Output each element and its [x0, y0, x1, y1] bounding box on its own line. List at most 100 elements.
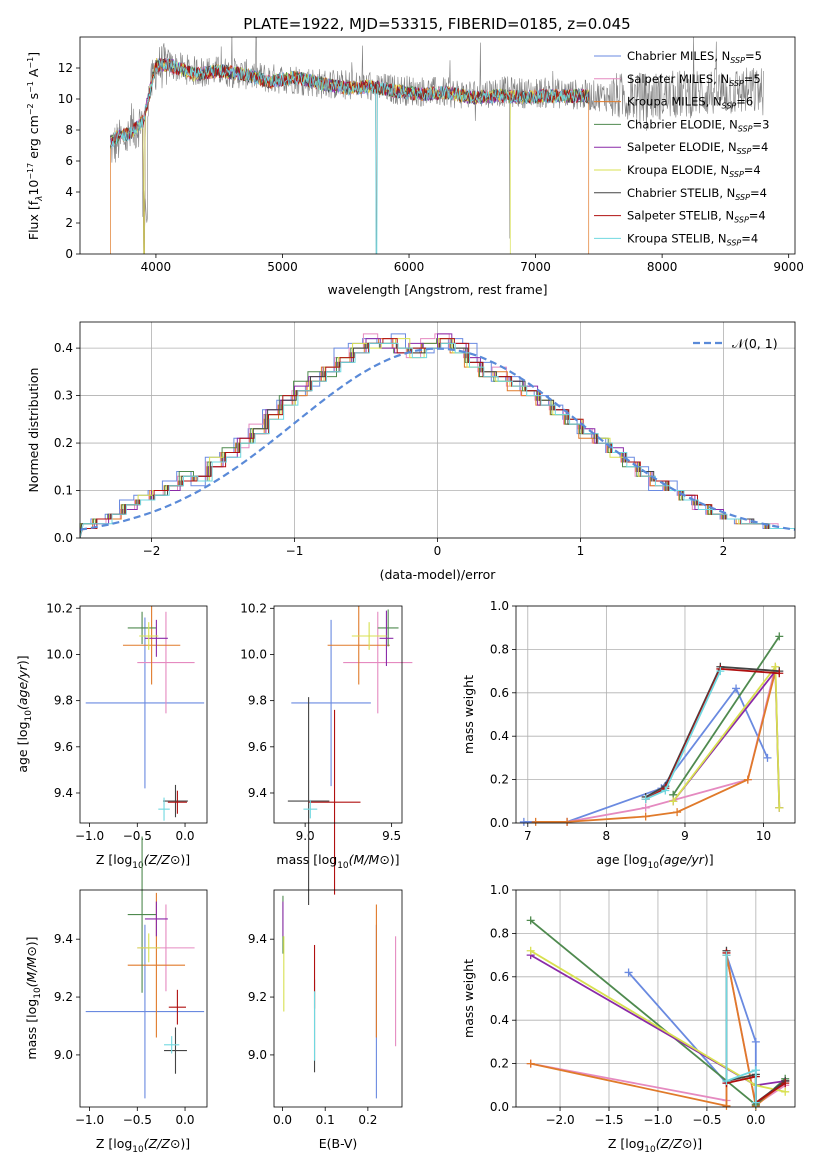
x-tick-label: 8: [603, 829, 611, 843]
y-tick-label: 9.0: [248, 1048, 267, 1062]
weight-line-kroupa-miles: [535, 670, 777, 823]
y-tick-label: 9.4: [248, 932, 267, 946]
weight-marker-chabrier-elodie: [775, 632, 784, 641]
legend-label-salpeter-elodie: Salpeter ELODIE, NSSP=4: [627, 140, 768, 156]
y-tick-label: 1.0: [490, 599, 509, 613]
weight-marker-kroupa-miles: [673, 808, 682, 817]
y-axis-label: age [log10(age/yr)]: [15, 655, 34, 772]
weight-marker-kroupa-stelib: [751, 1098, 760, 1107]
mass-vs-metallicity-panel: −1.0 −0.5 0.0 9.0 9.2 9.4 Z [log10(Z/Z⊙)] mass …: [24, 836, 208, 1155]
legend-label-kroupa-miles: Kroupa MILES, NSSP=6: [627, 95, 753, 111]
weight-marker-kroupa-stelib: [751, 1066, 760, 1075]
weight-marker-kroupa-stelib: [722, 1076, 731, 1085]
y-tick-label: 9.2: [248, 990, 267, 1004]
x-tick-label: 9: [681, 829, 689, 843]
axes-frame: [515, 605, 796, 824]
weight-marker-chabrier-elodie: [526, 916, 535, 925]
x-tick-label: 0.0: [175, 1113, 194, 1127]
weight-marker-kroupa-miles: [722, 1101, 731, 1110]
y-tick-label: 0.2: [54, 436, 73, 450]
y-tick-label: 0.2: [490, 773, 509, 787]
weight-marker-kroupa-miles: [743, 775, 752, 784]
y-axis-label: Flux [fλ10−17 erg cm−2 s−1 A−1]: [26, 52, 45, 240]
x-tick-label: 1: [577, 544, 585, 558]
residuals-histogram-panel: −2 −1 0 1 2 0.0 0.1 0.2 0.3 0.4 𝒩(0, 1) (data-model…: [26, 321, 796, 582]
y-tick-label: 0.8: [490, 642, 509, 656]
y-tick-label: 8: [65, 123, 73, 137]
weight-marker-chabrier-miles: [763, 753, 772, 762]
axes-frame: [79, 889, 208, 1108]
weight-marker-kroupa-miles: [526, 1059, 535, 1068]
x-axis-label: Z [log10(Z/Z⊙)]: [96, 1136, 190, 1155]
weight-marker-chabrier-miles: [751, 1037, 760, 1046]
histogram-step-salpeter-stelib: [79, 338, 795, 539]
x-axis-label: E(B-V): [319, 1136, 358, 1151]
x-tick-label: −0.5: [123, 829, 152, 843]
x-axis-label: Z [log10(Z/Z⊙)]: [96, 852, 190, 871]
weight-vs-metallicity-panel: −2.0 −1.5 −1.0 −0.5 0.0 0.0 0.2 0.4 0.6 0.8 1.0 mas…: [461, 883, 796, 1155]
x-tick-label: −1.0: [643, 1113, 672, 1127]
weight-marker-kroupa-stelib: [641, 795, 650, 804]
weight-marker-kroupa-elodie: [771, 662, 780, 671]
weight-marker-kroupa-miles: [563, 817, 572, 826]
weight-marker-kroupa-elodie: [775, 803, 784, 812]
weight-marker-chabrier-miles: [624, 968, 633, 977]
y-tick-label: 0: [65, 247, 73, 261]
y-tick-label: 0.8: [490, 926, 509, 940]
y-tick-label: 10.0: [46, 647, 73, 661]
spectrum-panel: 4000 5000 6000 7000 8000 9000 0 2 4 6 8 10 12 wavelen…: [26, 36, 804, 297]
mass-vs-extinction-panel: 0.0 0.1 0.2 9.0 9.2 9.4 E(B-V): [248, 889, 403, 1151]
y-tick-label: 12: [58, 61, 73, 75]
weight-marker-kroupa-stelib: [722, 951, 731, 960]
y-tick-label: 9.6: [54, 740, 73, 754]
y-tick-label: 0.6: [490, 970, 509, 984]
y-tick-label: 4: [65, 185, 73, 199]
figure-title: PLATE=1922, MJD=53315, FIBERID=0185, z=0…: [243, 15, 630, 33]
y-tick-label: 9.8: [248, 694, 267, 708]
weight-marker-kroupa-elodie: [526, 946, 535, 955]
spectrum-plot-area: [110, 37, 764, 254]
y-tick-label: 9.6: [248, 740, 267, 754]
y-tick-label: 0.0: [490, 816, 509, 830]
axes-frame: [79, 36, 796, 255]
y-tick-label: 2: [65, 216, 73, 230]
x-axis-label: mass [log10(M/M⊙)]: [276, 852, 399, 871]
weight-marker-salpeter-stelib: [781, 1079, 790, 1088]
x-tick-label: 0.0: [746, 1113, 765, 1127]
y-tick-label: 10.0: [240, 647, 267, 661]
y-tick-label: 0.4: [490, 729, 509, 743]
x-tick-label: 5000: [267, 260, 298, 274]
weight-marker-kroupa-miles: [641, 812, 650, 821]
x-tick-label: −1: [286, 544, 304, 558]
y-tick-label: 0.6: [490, 686, 509, 700]
x-tick-label: 0.0: [175, 829, 194, 843]
weight-marker-kroupa-stelib: [661, 786, 670, 795]
y-tick-label: 9.4: [248, 786, 267, 800]
y-tick-label: 0.1: [54, 484, 73, 498]
x-tick-label: −1.5: [594, 1113, 623, 1127]
y-tick-label: 1.0: [490, 883, 509, 897]
y-tick-label: 10.2: [46, 601, 73, 615]
x-tick-label: −2: [143, 544, 161, 558]
y-tick-label: 9.0: [54, 1048, 73, 1062]
x-tick-label: −1.0: [75, 1113, 104, 1127]
weight-line-salpeter-stelib: [645, 667, 780, 800]
histogram-step-kroupa-miles: [79, 338, 794, 538]
axes-frame: [515, 889, 796, 1108]
weight-marker-chabrier-miles: [732, 684, 741, 693]
y-axis-label: mass weight: [461, 675, 476, 754]
histogram-step-salpeter-miles: [79, 333, 793, 538]
model-spectrum-kroupa-stelib: [110, 58, 589, 254]
normal-distribution-curve: [79, 347, 796, 531]
x-axis-label: age [log10(age/yr)]: [596, 852, 713, 871]
x-tick-label: 10: [756, 829, 771, 843]
x-tick-label: 0: [434, 544, 442, 558]
weight-marker-kroupa-elodie: [781, 1087, 790, 1096]
legend-label-chabrier-elodie: Chabrier ELODIE, NSSP=3: [627, 117, 769, 133]
spectrum-legend: Chabrier MILES, NSSP=5 Salpeter MILES, NS…: [594, 49, 769, 247]
x-tick-label: 6000: [394, 260, 425, 274]
legend-label-salpeter-miles: Salpeter MILES, NSSP=5: [627, 72, 761, 88]
age-vs-mass-panel: 9.0 9.5 9.4 9.6 9.8 10.0 10.2 mass [log10(M/M⊙)…: [240, 601, 413, 905]
legend-label-chabrier-miles: Chabrier MILES, NSSP=5: [627, 49, 762, 65]
axes-frame: [273, 605, 403, 824]
